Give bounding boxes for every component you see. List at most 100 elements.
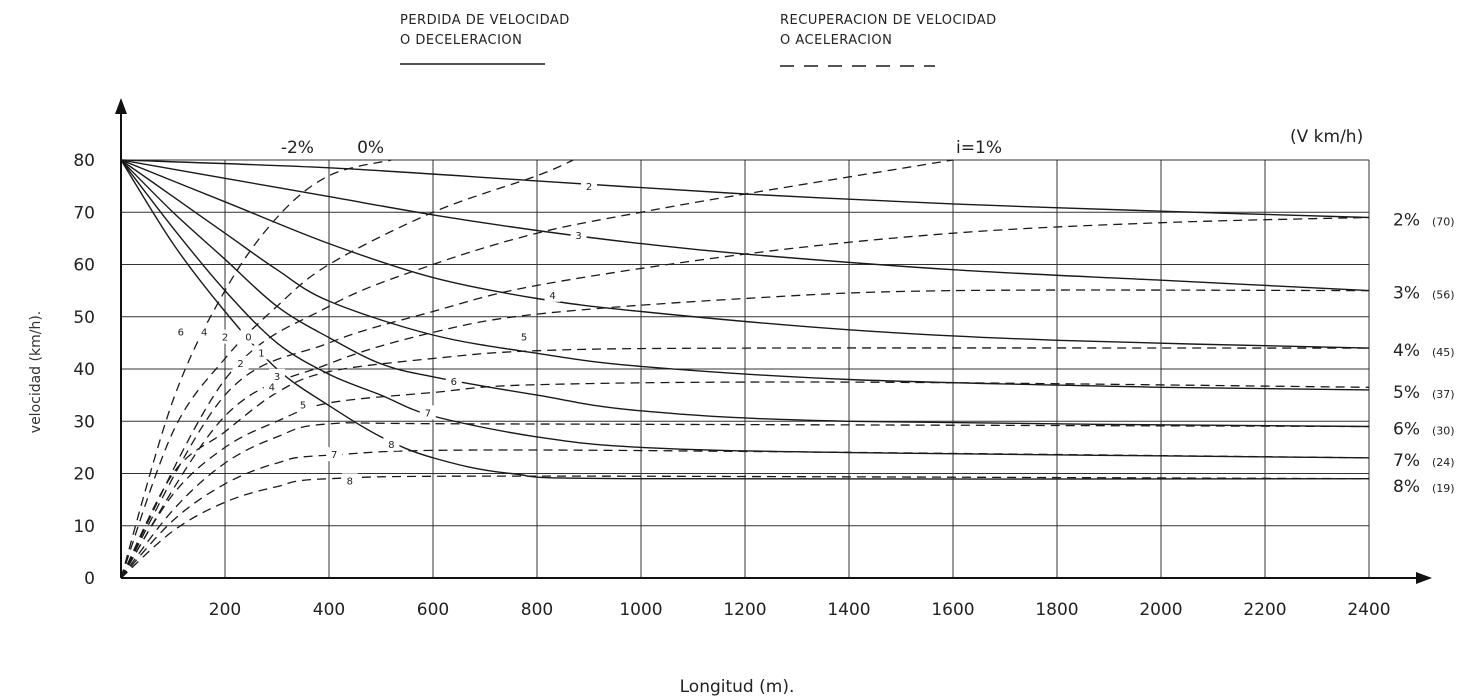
fan-curve-label: 0	[245, 333, 251, 344]
acceleration-curve-label: 8	[347, 476, 353, 487]
fan-curve-label: 3	[274, 372, 280, 383]
legend-decel-line2: O DECELERACION	[400, 33, 522, 48]
fan-curve-label: 2	[237, 359, 243, 370]
x-tick-label: 1400	[827, 600, 870, 620]
top-grade-label: i=1%	[956, 138, 1002, 158]
grade-speed-label: (37)	[1432, 388, 1455, 401]
curves	[120, 159, 1370, 579]
deceleration-curve-label-bg	[570, 227, 587, 242]
acceleration-curve	[120, 289, 1370, 579]
acceleration-curve-label-bg	[341, 473, 358, 488]
x-tick-label: 200	[209, 600, 241, 620]
acceleration-curve	[120, 159, 574, 579]
deceleration-curve	[120, 159, 1370, 391]
x-axis-label: Longitud (m).	[680, 677, 795, 697]
acceleration-curve-label-bg	[295, 397, 311, 412]
deceleration-curve-label: 6	[451, 377, 457, 388]
deceleration-curve-label: 3	[575, 231, 581, 242]
x-tick-label: 2000	[1139, 600, 1182, 620]
acceleration-curve	[120, 347, 1370, 579]
grade-label: 4%	[1393, 341, 1420, 361]
deceleration-curve	[120, 159, 1370, 480]
grade-label: 3%	[1393, 284, 1420, 304]
grade-label: 7%	[1393, 451, 1420, 471]
axes	[115, 98, 1432, 584]
deceleration-curve	[120, 159, 1370, 219]
grade-speed-label: (24)	[1432, 456, 1455, 469]
y-tick-label: 0	[84, 569, 95, 589]
deceleration-curve-label: 5	[521, 333, 527, 344]
y-tick-label: 30	[73, 412, 95, 432]
y-tick-label: 80	[73, 151, 95, 171]
fan-curve-label-bg	[269, 368, 285, 383]
y-tick-label: 40	[73, 360, 95, 380]
top-grade-label: -2%	[281, 138, 314, 158]
deceleration-curve-label-bg	[581, 179, 597, 194]
deceleration-curve-label: 8	[388, 440, 394, 451]
deceleration-curve	[120, 159, 1370, 292]
fan-curve-label: 1	[258, 348, 264, 359]
grade-label: 2%	[1393, 210, 1420, 230]
y-axis-label: velocidad (km/h).	[28, 311, 44, 433]
grade-speed-label: (19)	[1432, 482, 1455, 495]
fan-curve-label-bg	[196, 324, 213, 339]
x-tick-label: 2200	[1243, 600, 1286, 620]
x-tick-label: 1600	[931, 600, 974, 620]
grade-label: 6%	[1393, 419, 1420, 439]
acceleration-curve	[120, 475, 1370, 579]
grid	[121, 159, 1370, 578]
y-tick-label: 50	[73, 308, 95, 328]
deceleration-curve-label-bg	[544, 287, 561, 302]
x-tick-label: 800	[521, 600, 553, 620]
y-tick-label: 20	[73, 465, 95, 485]
grade-speed-label: (56)	[1432, 289, 1455, 302]
deceleration-curve-label-bg	[445, 374, 462, 389]
fan-curve-label-bg	[253, 345, 270, 360]
top-grade-label: 0%	[357, 138, 384, 158]
deceleration-curve	[120, 159, 1370, 459]
acceleration-curve-label: 5	[300, 401, 306, 412]
tick-labels: 200 400 600 800 1000 1200 1400 1600 1800 2000 2200…	[73, 151, 1390, 620]
x-tick-label: 1800	[1035, 600, 1078, 620]
acceleration-curve	[120, 216, 1370, 579]
deceleration-curve-label: 2	[586, 182, 592, 193]
fan-curve-label-bg	[240, 329, 257, 344]
deceleration-curve-label-bg	[516, 329, 532, 344]
fan-curve-label-bg	[217, 329, 233, 344]
grade-label: 8%	[1393, 477, 1420, 497]
x-tick-label: 2400	[1347, 600, 1390, 620]
legend-accel-line1: RECUPERACION DE VELOCIDAD	[780, 13, 997, 28]
deceleration-curve	[120, 159, 1370, 349]
legend-decel-line1: PERDIDA DE VELOCIDAD	[400, 13, 570, 28]
grade-speed-label: (30)	[1432, 424, 1455, 437]
acceleration-curve-label-bg	[326, 447, 343, 462]
fan-curve-label-bg	[172, 324, 189, 339]
deceleration-curve	[120, 159, 1370, 428]
x-tick-label: 400	[313, 600, 345, 620]
x-tick-label: 1000	[619, 600, 662, 620]
x-axis-arrow	[1416, 572, 1432, 584]
acceleration-curve-label: 4	[269, 382, 275, 393]
legend-accel-line2: O ACELERACION	[780, 33, 892, 48]
legend: PERDIDA DE VELOCIDAD O DECELERACION RECU…	[400, 13, 997, 67]
deceleration-curve-label: 7	[425, 408, 431, 419]
grade-speed-label: (45)	[1432, 346, 1455, 359]
y-axis-arrow	[115, 98, 127, 114]
deceleration-curve-label: 4	[549, 291, 555, 302]
x-tick-label: 600	[417, 600, 449, 620]
y-tick-label: 60	[73, 256, 95, 276]
x-tick-label: 1200	[723, 600, 766, 620]
acceleration-curve-label: 7	[331, 450, 337, 461]
y-tick-label: 70	[73, 203, 95, 223]
deceleration-curve-label-bg	[419, 405, 436, 420]
deceleration-curve-label-bg	[383, 436, 400, 451]
fan-curve-label: 6	[178, 327, 184, 338]
fan-curve-label: 4	[201, 327, 207, 338]
acceleration-curve	[120, 159, 392, 579]
grade-speed-label: (70)	[1432, 215, 1455, 228]
fan-curve-label-bg	[232, 355, 249, 370]
units-label: (V km/h)	[1290, 127, 1363, 147]
fan-curve-label: 2	[222, 333, 228, 344]
